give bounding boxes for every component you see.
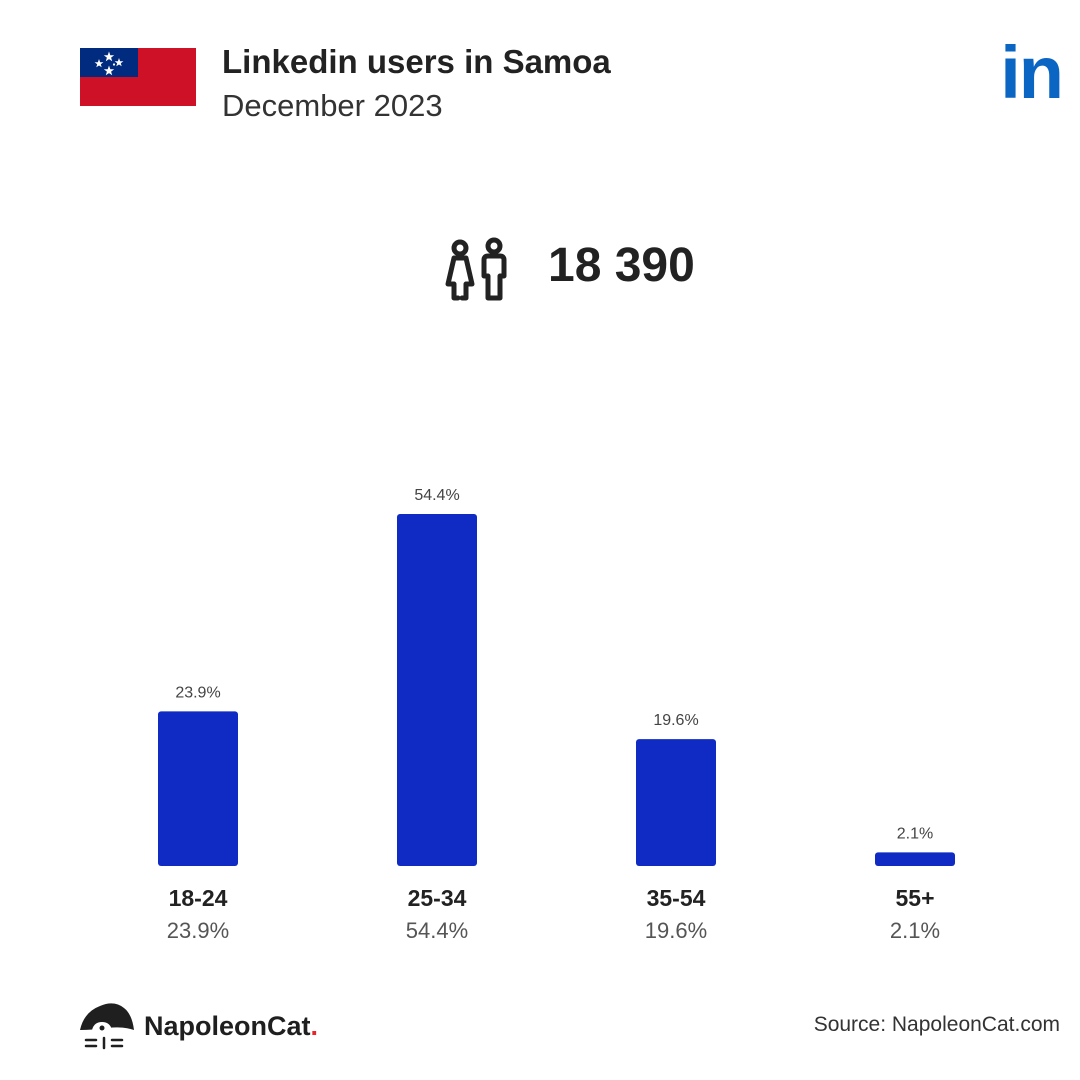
category-percent-label: 19.6% — [645, 918, 707, 943]
users-icon — [445, 237, 507, 301]
category-percent-label: 23.9% — [167, 918, 229, 943]
bar-18-24 — [158, 711, 238, 866]
napoleoncat-logo-icon — [80, 1003, 134, 1050]
bar-value-label: 23.9% — [175, 684, 220, 701]
source-text: Source: NapoleonCat.com — [813, 1013, 1060, 1036]
samoa-flag-icon — [80, 48, 196, 106]
linkedin-logo-text: in — [1000, 31, 1064, 114]
category-label: 35-54 — [647, 885, 706, 911]
napoleoncat-logo-text: NapoleonCat — [144, 1010, 311, 1041]
category-label: 25-34 — [408, 885, 467, 911]
bar-value-label: 2.1% — [897, 825, 933, 842]
bar-value-label: 19.6% — [653, 712, 698, 729]
page-title: Linkedin users in Samoa — [222, 43, 611, 80]
total-users-value: 18 390 — [548, 239, 695, 292]
bar-55+ — [875, 852, 955, 866]
linkedin-logo-icon: in — [1000, 36, 1064, 110]
bar-35-54 — [636, 739, 716, 866]
napoleoncat-logo: NapoleonCat. — [78, 1000, 318, 1052]
category-percent-label: 54.4% — [406, 918, 468, 943]
category-percent-label: 2.1% — [890, 918, 940, 943]
category-label: 18-24 — [169, 885, 228, 911]
category-label: 55+ — [895, 885, 934, 911]
napoleoncat-logo-dot: . — [310, 1010, 319, 1041]
bar-25-34 — [397, 514, 477, 866]
page-subtitle: December 2023 — [222, 88, 443, 123]
bar-value-label: 54.4% — [414, 487, 459, 504]
